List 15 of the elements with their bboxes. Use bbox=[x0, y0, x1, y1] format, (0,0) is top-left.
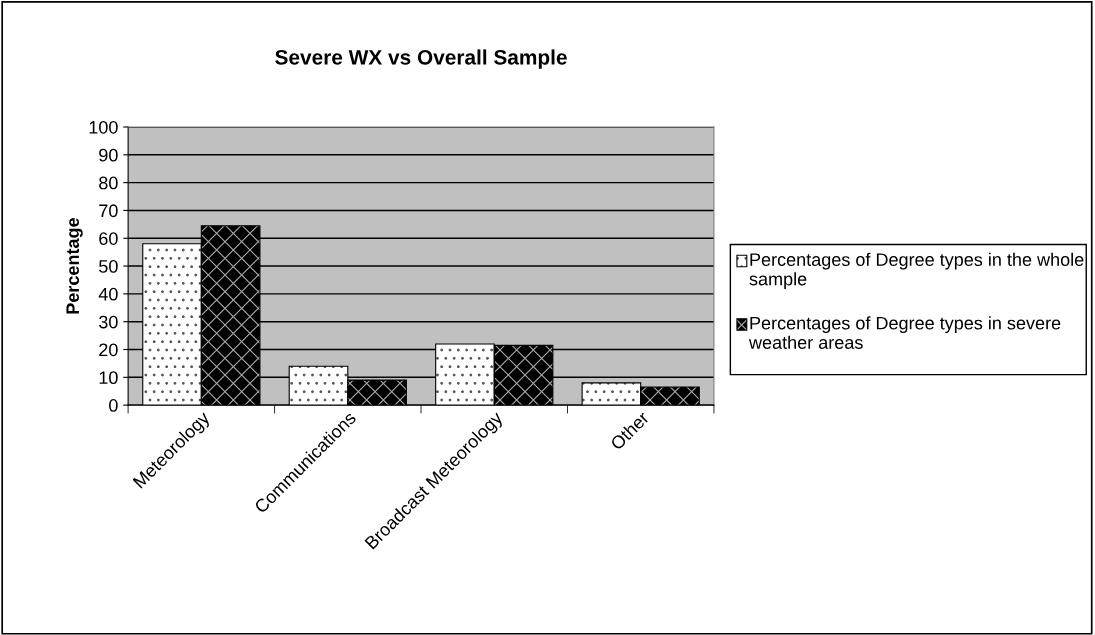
y-tick-label: 100 bbox=[89, 120, 118, 134]
y-tick-label: 60 bbox=[99, 232, 118, 245]
y-tick-label: 80 bbox=[99, 176, 118, 190]
y-tick-label: 70 bbox=[99, 204, 118, 218]
legend-label: Percentages of Degree types in severe weather areas bbox=[748, 316, 1061, 349]
y-tick-label: 0 bbox=[109, 399, 118, 412]
chart-title: Severe WX vs Overall Sample bbox=[275, 49, 567, 69]
y-tick-label: 90 bbox=[99, 148, 118, 162]
y-tick-label: 20 bbox=[99, 343, 118, 357]
y-tick-label: 10 bbox=[99, 371, 118, 385]
y-axis-title: Percentage bbox=[66, 218, 83, 314]
y-tick-label: 40 bbox=[98, 287, 118, 301]
legend-label: Percentages of Degree types in the whole sample bbox=[749, 252, 1084, 290]
y-tick-label: 30 bbox=[99, 315, 118, 329]
y-tick-label: 50 bbox=[99, 260, 118, 273]
